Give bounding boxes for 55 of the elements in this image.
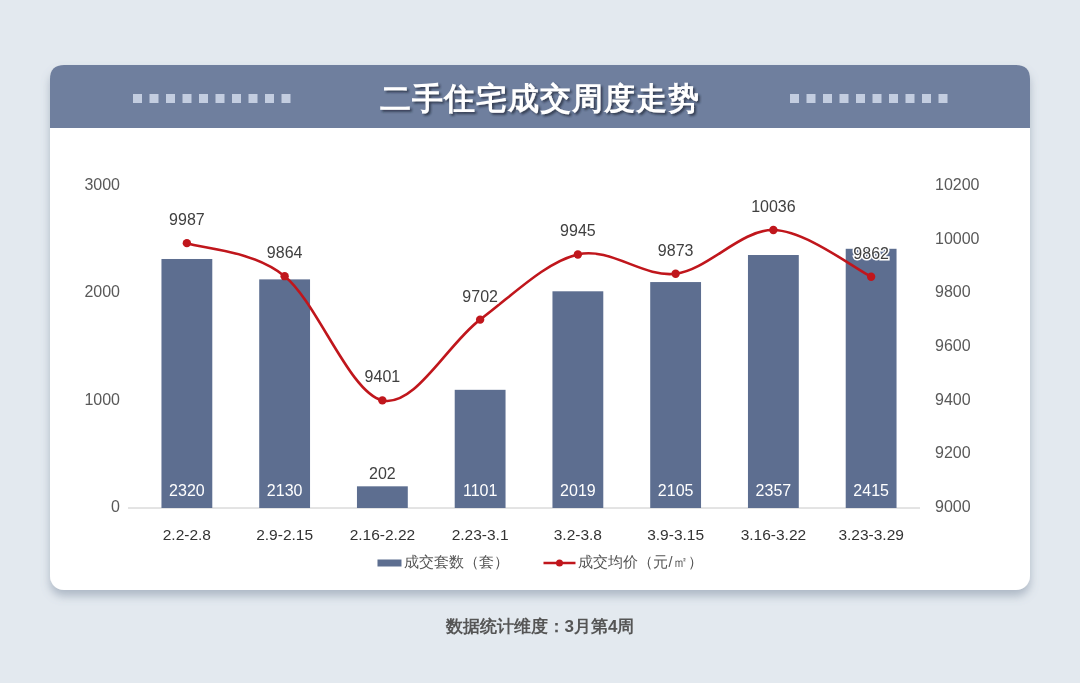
- data-label: 2019: [560, 482, 596, 500]
- y-tick-label: 3000: [84, 176, 121, 194]
- x-tick-label: 3.9-3.15: [647, 526, 705, 544]
- x-tick-label: 3.2-3.8: [553, 526, 603, 544]
- point: [475, 315, 485, 324]
- data-label: 2357: [755, 482, 792, 500]
- bar: [454, 389, 506, 508]
- x-tick-label: 3.23-3.29: [838, 526, 904, 544]
- point: [280, 271, 289, 281]
- y2-tick-label: 9600: [935, 337, 971, 355]
- data-label: 2320: [169, 482, 205, 500]
- data-label: 9401: [364, 368, 401, 386]
- data-label: 9945: [560, 222, 596, 240]
- point: [769, 225, 778, 235]
- bar: [259, 279, 311, 508]
- x-tick-label: 2.9-2.15: [256, 526, 314, 544]
- data-label: 202: [369, 465, 396, 483]
- y2-tick-label: 10000: [935, 229, 980, 247]
- point: [866, 272, 876, 281]
- point: [671, 269, 680, 278]
- data-label: 9864: [266, 244, 303, 262]
- data-label: 9862: [853, 244, 890, 262]
- legend-label: 成交均价（元/㎡）: [578, 553, 703, 570]
- text: 数据统计维度：3月第4周: [444, 617, 635, 637]
- bar: [161, 258, 213, 508]
- x-tick-label: 2.16-2.22: [349, 526, 416, 544]
- y-tick-label: 0: [111, 498, 121, 516]
- x-tick-label: 3.16-3.22: [740, 526, 807, 544]
- y-tick-label: 2000: [84, 283, 121, 301]
- data-label: 2105: [657, 482, 694, 500]
- point: [573, 250, 583, 259]
- bar: [552, 291, 604, 508]
- y2-tick-label: 10200: [935, 176, 980, 194]
- chart-title: 二手住宅成交周度走势: [380, 81, 700, 116]
- data-label: 2415: [853, 482, 890, 500]
- x-tick-label: 2.2-2.8: [162, 526, 212, 544]
- data-label: 2130: [266, 482, 303, 500]
- data-label: 10036: [751, 198, 796, 216]
- bar: [650, 282, 702, 508]
- y2-tick-label: 9200: [935, 444, 971, 462]
- y2-tick-label: 9000: [935, 498, 971, 516]
- data-label: 9873: [657, 241, 694, 259]
- y2-tick-label: 9800: [935, 283, 971, 301]
- bar: [356, 486, 408, 508]
- x-tick-label: 2.23-3.1: [451, 526, 509, 544]
- point: [378, 396, 387, 405]
- data-label: 1101: [462, 482, 498, 500]
- data-label: 9702: [462, 287, 499, 305]
- bar: [845, 248, 897, 508]
- data-label: 9987: [169, 211, 205, 229]
- y2-tick-label: 9400: [935, 390, 971, 408]
- bar: [747, 255, 799, 508]
- y-tick-label: 1000: [84, 390, 121, 408]
- point: [182, 238, 192, 248]
- legend-label: 成交套数（套）: [404, 553, 510, 570]
